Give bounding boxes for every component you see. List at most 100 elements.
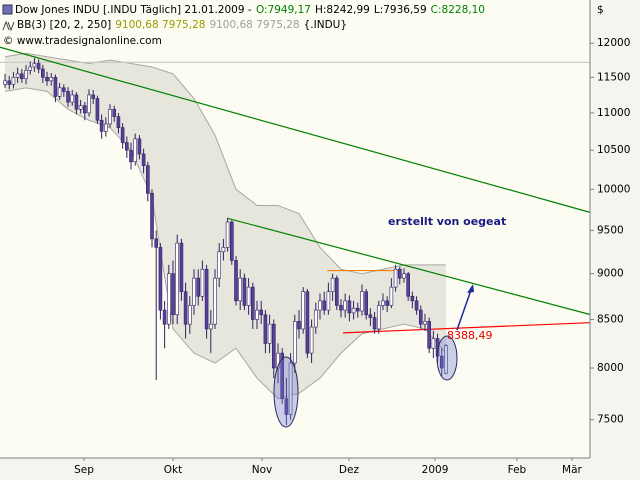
candle-body	[339, 305, 343, 311]
candle-body	[389, 286, 394, 306]
candle-body	[108, 109, 112, 125]
candle-body	[309, 326, 314, 354]
candle-body	[41, 68, 45, 78]
candle-body	[204, 268, 209, 330]
candle-body	[246, 286, 251, 306]
candle-body	[3, 80, 7, 85]
candle-body	[141, 153, 146, 166]
y-tick-label: 9000	[597, 268, 624, 280]
candle-body	[418, 309, 423, 325]
y-tick-label: 7500	[597, 414, 624, 426]
y-tick-label: 9500	[597, 224, 624, 236]
candle-body	[32, 63, 37, 68]
arrow-head	[467, 284, 474, 293]
candle-body	[95, 98, 100, 121]
x-tick-label: Nov	[252, 464, 273, 476]
candle-body	[284, 398, 289, 415]
candle-body	[104, 123, 108, 132]
candle-body	[53, 77, 58, 97]
candle-body	[406, 273, 410, 297]
candle-body	[49, 77, 54, 82]
candle-body	[11, 77, 16, 85]
candle-body	[221, 247, 226, 253]
candle-body	[91, 94, 96, 99]
candle-body	[78, 105, 83, 110]
candle-body	[129, 149, 133, 163]
candle-body	[410, 295, 415, 302]
candle-body	[192, 277, 196, 306]
y-tick-label: 10500	[597, 144, 630, 156]
candle-body	[238, 277, 242, 302]
annotation: 8388,49	[447, 329, 493, 342]
x-tick-label: Mär	[562, 464, 582, 476]
indicator-symbol: {.INDU}	[304, 19, 347, 31]
candle-body	[397, 268, 402, 279]
candle-body	[120, 127, 125, 143]
candle-body	[301, 291, 305, 330]
candle-body	[393, 268, 398, 288]
highlight-ellipse	[436, 335, 458, 381]
trendline-layer	[0, 46, 591, 334]
x-tick-label: Okt	[164, 464, 182, 476]
candle-body	[347, 300, 352, 314]
candle-body	[66, 91, 70, 103]
candle-body	[330, 277, 335, 292]
candle-body	[213, 277, 217, 325]
candle-body	[368, 314, 373, 318]
y-tick-label: 11000	[597, 107, 630, 119]
candle-body	[70, 94, 75, 103]
header-close: C:8228,10	[431, 4, 485, 16]
x-tick-label: 2009	[422, 464, 449, 476]
header-low: L:7936,59	[374, 4, 427, 16]
candle-body	[28, 66, 33, 71]
candle-body	[225, 221, 230, 248]
candle-body	[87, 94, 91, 114]
candle-body	[158, 247, 163, 311]
candle-body	[288, 362, 293, 415]
x-tick-label: Sep	[74, 464, 94, 476]
candle-body	[167, 273, 171, 325]
candle-body	[372, 317, 377, 330]
band-area	[5, 53, 446, 399]
indicator-name: BB(3) [20, 2, 250]	[17, 19, 111, 31]
candle-body	[242, 277, 247, 306]
candle-body	[154, 238, 159, 248]
candle-body	[364, 291, 368, 316]
y-tick-label: 11500	[597, 71, 630, 83]
candle-body	[234, 260, 238, 302]
candle-body	[326, 291, 331, 311]
candle-body	[276, 352, 280, 369]
candle-body	[24, 70, 28, 80]
candle-body	[45, 77, 49, 82]
trendline	[0, 46, 591, 213]
candle-body	[360, 291, 364, 312]
candle-body	[83, 105, 87, 114]
candle-body	[376, 305, 381, 330]
candle-body	[171, 273, 175, 316]
candle-body	[439, 355, 444, 369]
candle-body	[292, 321, 297, 364]
candle-body	[297, 321, 301, 330]
candle-body	[112, 109, 117, 117]
indicator-line: BB(3) [20, 2, 250] 9100,68 7975,28 9100,68…	[17, 19, 347, 31]
candle-layer	[3, 58, 448, 426]
candle-body	[217, 251, 222, 279]
candle-body	[402, 273, 406, 279]
candle-body	[99, 119, 104, 132]
candle-body	[318, 300, 322, 311]
candle-body	[62, 87, 66, 92]
trendline	[343, 322, 591, 334]
candle-body	[200, 268, 205, 297]
candle-body	[427, 321, 431, 349]
candle-body	[133, 138, 138, 163]
candle-body	[381, 300, 385, 306]
candle-body	[435, 338, 440, 357]
candle-body	[183, 291, 188, 325]
candle-body	[137, 138, 142, 155]
series-icon	[2, 4, 13, 15]
candle-body	[15, 73, 20, 78]
candle-body	[431, 338, 436, 349]
header-open: O:7949,17	[256, 4, 311, 16]
annotation: erstellt von oegeat	[388, 215, 506, 228]
candle-body	[423, 321, 427, 325]
